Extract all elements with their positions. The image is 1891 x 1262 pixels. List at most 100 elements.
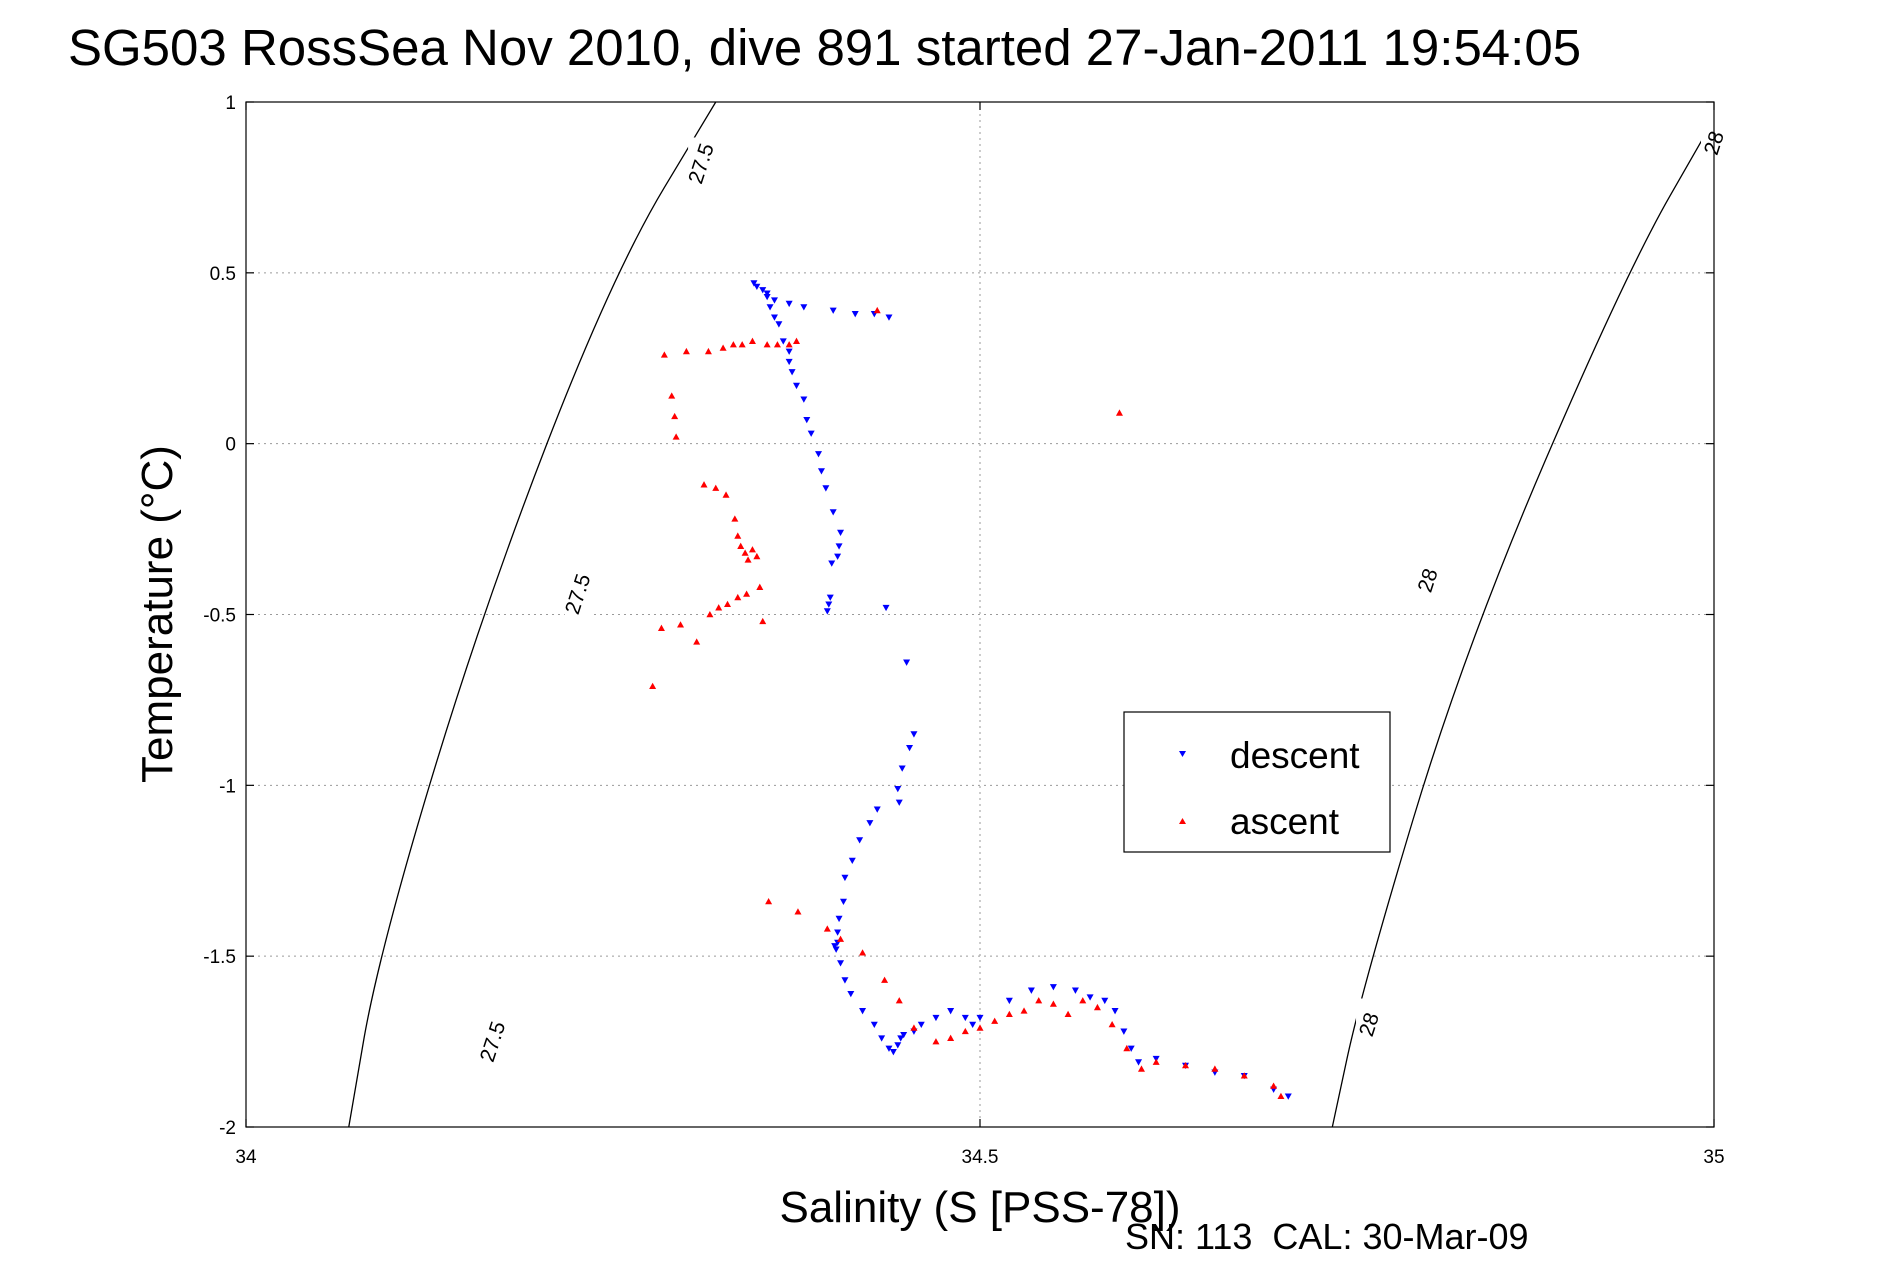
descent-point	[889, 1049, 897, 1056]
ascent-point	[976, 1024, 984, 1031]
descent-point	[903, 659, 911, 666]
descent-point	[856, 837, 864, 844]
ascent-point	[756, 583, 764, 590]
descent-point	[1111, 1008, 1119, 1015]
ascent-point	[706, 611, 714, 618]
y-tick-label: -2	[219, 1118, 236, 1139]
descent-point	[828, 560, 836, 567]
ascent-point	[734, 532, 742, 539]
descent-point	[947, 1008, 955, 1015]
descent-point	[885, 1045, 893, 1052]
x-tick-label: 34.5	[962, 1147, 999, 1168]
ascent-point	[719, 344, 727, 351]
descent-point	[848, 857, 856, 864]
descent-point	[969, 1021, 977, 1028]
ascent-point	[731, 515, 739, 522]
ascent-point	[991, 1017, 999, 1024]
ascent-point	[657, 624, 665, 631]
descent-point	[859, 1008, 867, 1015]
x-axis-label: Salinity (S [PSS-78])	[779, 1183, 1180, 1232]
ascent-point	[734, 593, 742, 601]
descent-point	[839, 898, 847, 905]
ascent-point	[693, 638, 701, 645]
descent-point	[835, 543, 843, 550]
ascent-point	[859, 949, 867, 956]
ascent-point	[660, 351, 668, 358]
descent-point	[841, 874, 849, 882]
ascent-point	[895, 997, 903, 1004]
contour-label-gap	[479, 1015, 506, 1068]
descent-point	[763, 290, 771, 297]
descent-point	[785, 300, 793, 308]
descent-point	[870, 1021, 878, 1028]
ascent-point	[881, 976, 889, 983]
descent-point	[882, 604, 890, 612]
y-tick-label: -1	[219, 776, 236, 797]
descent-point	[847, 990, 855, 998]
descent-point	[770, 297, 778, 304]
descent-point	[800, 396, 808, 403]
descent-point	[779, 338, 787, 345]
descent-point	[885, 314, 893, 321]
x-tick-label: 34	[235, 1147, 257, 1168]
ascent-point	[1123, 1044, 1131, 1052]
descent-point	[878, 1035, 886, 1042]
descent-point	[866, 820, 874, 827]
ascent-point	[763, 341, 771, 348]
descent-point	[800, 304, 808, 311]
y-tick-label: -0.5	[203, 606, 236, 627]
data-points	[649, 280, 1292, 1100]
legend-marker-descent	[1179, 751, 1186, 757]
ascent-point	[1035, 997, 1043, 1004]
ascent-point	[1020, 1007, 1028, 1014]
footer-serial-cal: SN: 113 CAL: 30-Mar-09	[1125, 1216, 1529, 1257]
ascent-point	[724, 600, 732, 608]
legend-marker-ascent	[1179, 818, 1186, 824]
descent-point	[906, 744, 914, 752]
ascent-point	[704, 347, 712, 355]
contour-label-gap	[688, 137, 715, 190]
ascent-point	[748, 546, 756, 553]
descent-point	[766, 304, 774, 311]
ascent-point	[1182, 1062, 1190, 1069]
descent-point	[770, 314, 778, 321]
y-tick-label: -1.5	[203, 947, 236, 968]
descent-point	[807, 430, 815, 437]
descent-point	[900, 1031, 908, 1039]
ascent-point	[682, 347, 690, 355]
ascent-point	[748, 337, 756, 344]
ascent-point	[1093, 1003, 1101, 1011]
descent-point	[894, 785, 902, 793]
descent-point	[898, 765, 906, 772]
ascent-point	[1049, 1000, 1057, 1007]
descent-point	[894, 1042, 902, 1049]
ascent-point	[671, 412, 679, 420]
ascent-point	[961, 1027, 969, 1035]
ascent-point	[741, 549, 749, 556]
ascent-point	[753, 552, 761, 560]
descent-point	[815, 451, 823, 458]
descent-point	[1027, 987, 1035, 994]
ascent-point	[873, 306, 881, 314]
ascent-point	[744, 556, 752, 563]
descent-point	[759, 287, 767, 294]
ascent-point	[743, 590, 751, 597]
descent-point	[823, 608, 831, 615]
descent-point	[817, 468, 825, 475]
descent-point	[834, 929, 842, 936]
descent-point	[750, 280, 758, 287]
y-tick-label: 0	[225, 435, 236, 456]
density-contour-28	[1331, 118, 1714, 1127]
descent-point	[829, 509, 837, 516]
contour-label-gap	[1356, 998, 1383, 1051]
descent-point	[831, 943, 839, 950]
ascent-point	[712, 484, 720, 491]
descent-point	[910, 731, 918, 738]
axis-ticks: 34 34.5 35 1 0.5 0 -0.5 -1 -1.5 -2	[203, 93, 1724, 1168]
ascent-point	[910, 1024, 918, 1031]
contour-label-gap	[1414, 554, 1441, 607]
descent-point	[788, 369, 796, 376]
ascent-point	[947, 1034, 955, 1041]
descent-point	[753, 283, 761, 290]
